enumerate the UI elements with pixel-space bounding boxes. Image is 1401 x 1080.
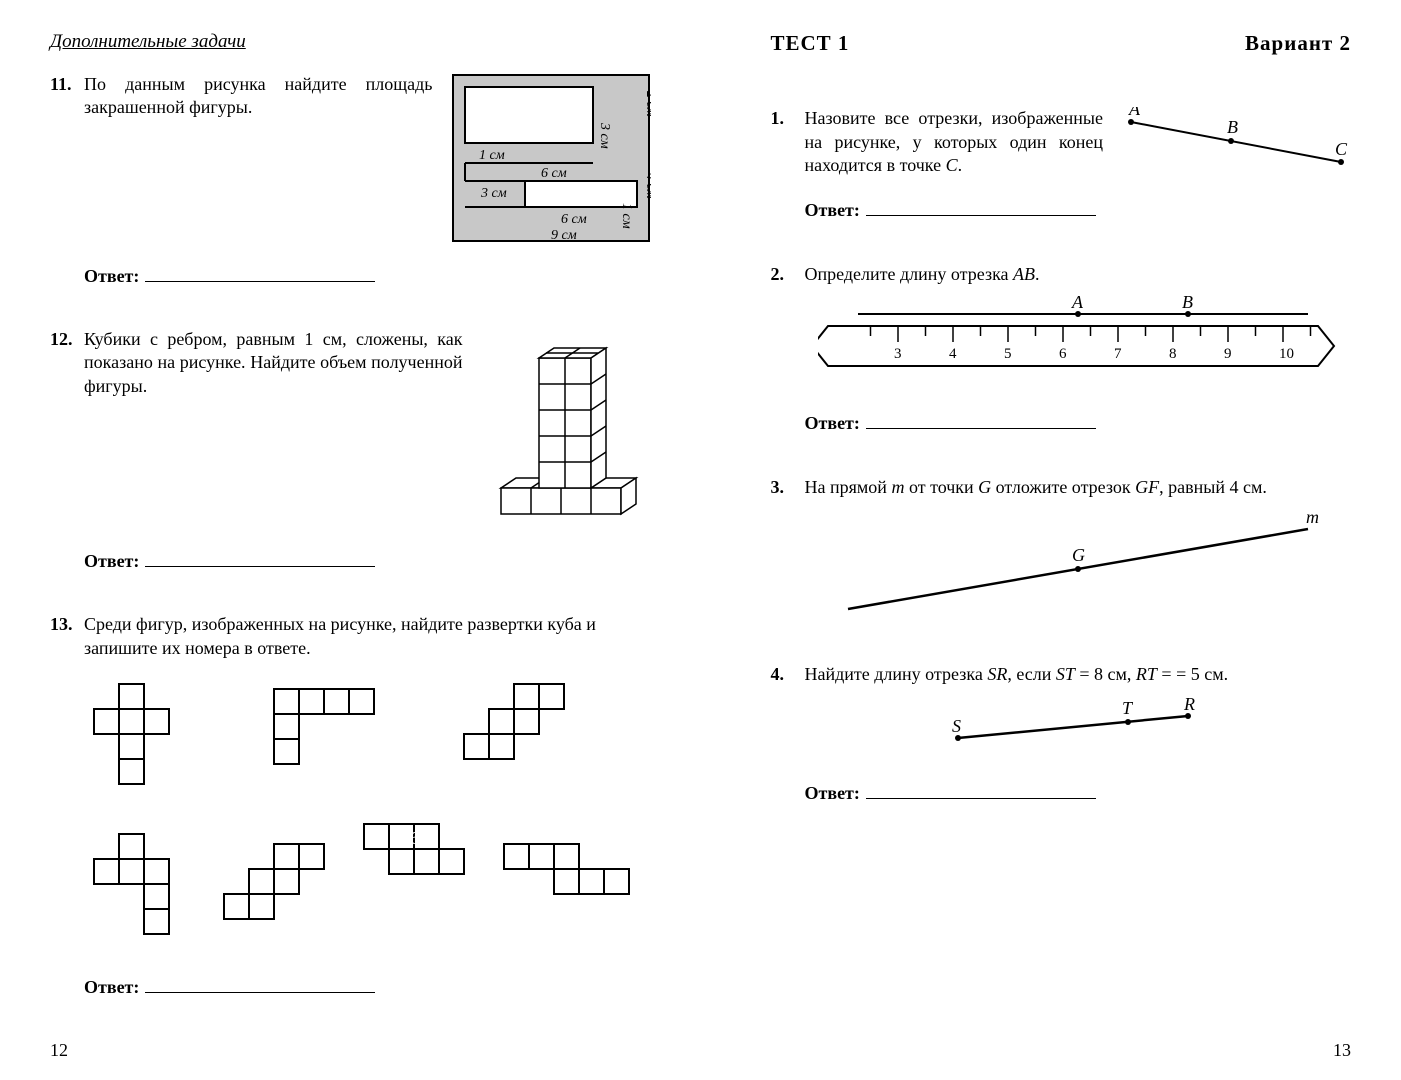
svg-text:6: 6	[1059, 346, 1067, 362]
figure-ruler: A B 3 4 5 6 7 8 9 10	[805, 296, 1352, 386]
problem-text: Назовите все отрезки, изображенные на ри…	[805, 107, 1104, 177]
problem-11: 11. По данным рисунка найдите площадь за…	[50, 73, 651, 243]
svg-text:9 см: 9 см	[551, 228, 577, 243]
answer-line: Ответ:	[84, 263, 651, 288]
svg-text:1 см: 1 см	[479, 148, 505, 163]
problem-text: Среди фигур, изображенных на рисунке, на…	[84, 613, 651, 660]
problem-number: 3.	[771, 476, 805, 499]
svg-text:2: 2	[304, 743, 313, 763]
answer-line: Ответ:	[84, 548, 651, 573]
problem-13: 13. Среди фигур, изображенных на рисунке…	[50, 613, 651, 660]
variant-label: Вариант 2	[1245, 30, 1351, 57]
svg-text:R: R	[1183, 696, 1195, 714]
problem-2: 2. Определите длину отрезка AB. A B 3 4 5 6…	[771, 263, 1352, 390]
problem-text: На прямой m от точки G отложите отрезок …	[805, 476, 1352, 499]
answer-blank[interactable]	[866, 780, 1096, 799]
problem-text: По данным рисунка найдите площадь закраш…	[84, 73, 433, 120]
svg-text:8: 8	[1169, 346, 1177, 362]
problem-text: Кубики с ребром, равным 1 см, сложены, к…	[84, 328, 463, 398]
section-heading: Дополнительные задачи	[50, 30, 651, 55]
answer-blank[interactable]	[145, 263, 375, 282]
svg-text:4: 4	[949, 346, 957, 362]
problem-number: 12.	[50, 328, 84, 351]
svg-text:T: T	[1122, 698, 1134, 718]
figure-cube-nets: 1 2 3	[84, 674, 651, 954]
svg-text:5: 5	[278, 922, 287, 942]
page-number: 12	[50, 1039, 68, 1062]
answer-label: Ответ:	[84, 550, 139, 573]
test-title: ТЕСТ 1	[771, 30, 850, 57]
svg-text:3: 3	[894, 346, 902, 362]
svg-text:1: 1	[149, 766, 158, 786]
test-header: ТЕСТ 1 Вариант 2	[771, 30, 1352, 57]
svg-text:3 см: 3 см	[480, 186, 507, 201]
problem-number: 11.	[50, 73, 84, 96]
problem-number: 1.	[771, 107, 805, 130]
problem-text: Определите длину отрезка AB.	[805, 263, 1352, 286]
svg-text:S: S	[952, 716, 961, 736]
svg-text:6 см: 6 см	[541, 166, 567, 181]
answer-blank[interactable]	[866, 197, 1096, 216]
problem-text: Найдите длину отрезка SR, если ST = 8 см…	[805, 663, 1352, 686]
svg-text:9: 9	[1224, 346, 1232, 362]
svg-text:m: m	[1306, 509, 1319, 527]
svg-text:G: G	[1072, 545, 1085, 565]
figure-line-m: G m	[805, 509, 1352, 629]
page-left: Дополнительные задачи 11. По данным рису…	[0, 0, 701, 1080]
svg-text:7: 7	[1114, 346, 1122, 362]
problem-3: 3. На прямой m от точки G отложите отрез…	[771, 476, 1352, 633]
svg-text:4: 4	[98, 888, 107, 908]
figure-segment-str: S T R	[805, 696, 1352, 756]
svg-text:A: A	[1071, 296, 1084, 312]
page-right: ТЕСТ 1 Вариант 2 1. Назовите все отрезки…	[701, 0, 1401, 1080]
problem-number: 2.	[771, 263, 805, 286]
answer-line: Ответ:	[84, 974, 651, 999]
svg-text:3: 3	[519, 762, 528, 782]
answer-label: Ответ:	[805, 782, 860, 805]
answer-line: Ответ:	[805, 410, 1352, 435]
figure-cubes	[481, 328, 651, 528]
svg-text:7: 7	[612, 898, 621, 918]
svg-text:B: B	[1182, 296, 1193, 312]
answer-blank[interactable]	[866, 410, 1096, 429]
svg-text:A: A	[1128, 107, 1141, 119]
figure-shaded-shape: 1 см 6 см 3 см 6 см 9 см 3 см 2 см 4 см …	[451, 73, 651, 243]
svg-text:3 см: 3 см	[597, 122, 612, 149]
answer-label: Ответ:	[84, 976, 139, 999]
page-spread: Дополнительные задачи 11. По данным рису…	[0, 0, 1401, 1080]
answer-label: Ответ:	[805, 412, 860, 435]
answer-label: Ответ:	[84, 265, 139, 288]
answer-line: Ответ:	[805, 197, 1352, 222]
problem-number: 4.	[771, 663, 805, 686]
svg-text:10: 10	[1279, 346, 1294, 362]
problem-1: 1. Назовите все отрезки, изображенные на…	[771, 107, 1352, 177]
svg-text:1 см: 1 см	[619, 203, 634, 229]
answer-blank[interactable]	[145, 548, 375, 567]
svg-text:C: C	[1335, 139, 1348, 159]
answer-line: Ответ:	[805, 780, 1352, 805]
answer-blank[interactable]	[145, 974, 375, 993]
svg-text:5: 5	[1004, 346, 1012, 362]
page-number: 13	[1333, 1039, 1351, 1062]
svg-text:2 см: 2 см	[643, 91, 651, 117]
problem-12: 12. Кубики с ребром, равным 1 см, сложен…	[50, 328, 651, 528]
svg-text:6: 6	[410, 828, 419, 848]
figure-segments-abc: A B C	[1121, 107, 1351, 177]
svg-text:4 см: 4 см	[643, 173, 651, 199]
problem-4: 4. Найдите длину отрезка SR, если ST = 8…	[771, 663, 1352, 760]
svg-text:B: B	[1227, 117, 1238, 137]
problem-number: 13.	[50, 613, 84, 636]
svg-text:6 см: 6 см	[561, 212, 587, 227]
answer-label: Ответ:	[805, 199, 860, 222]
